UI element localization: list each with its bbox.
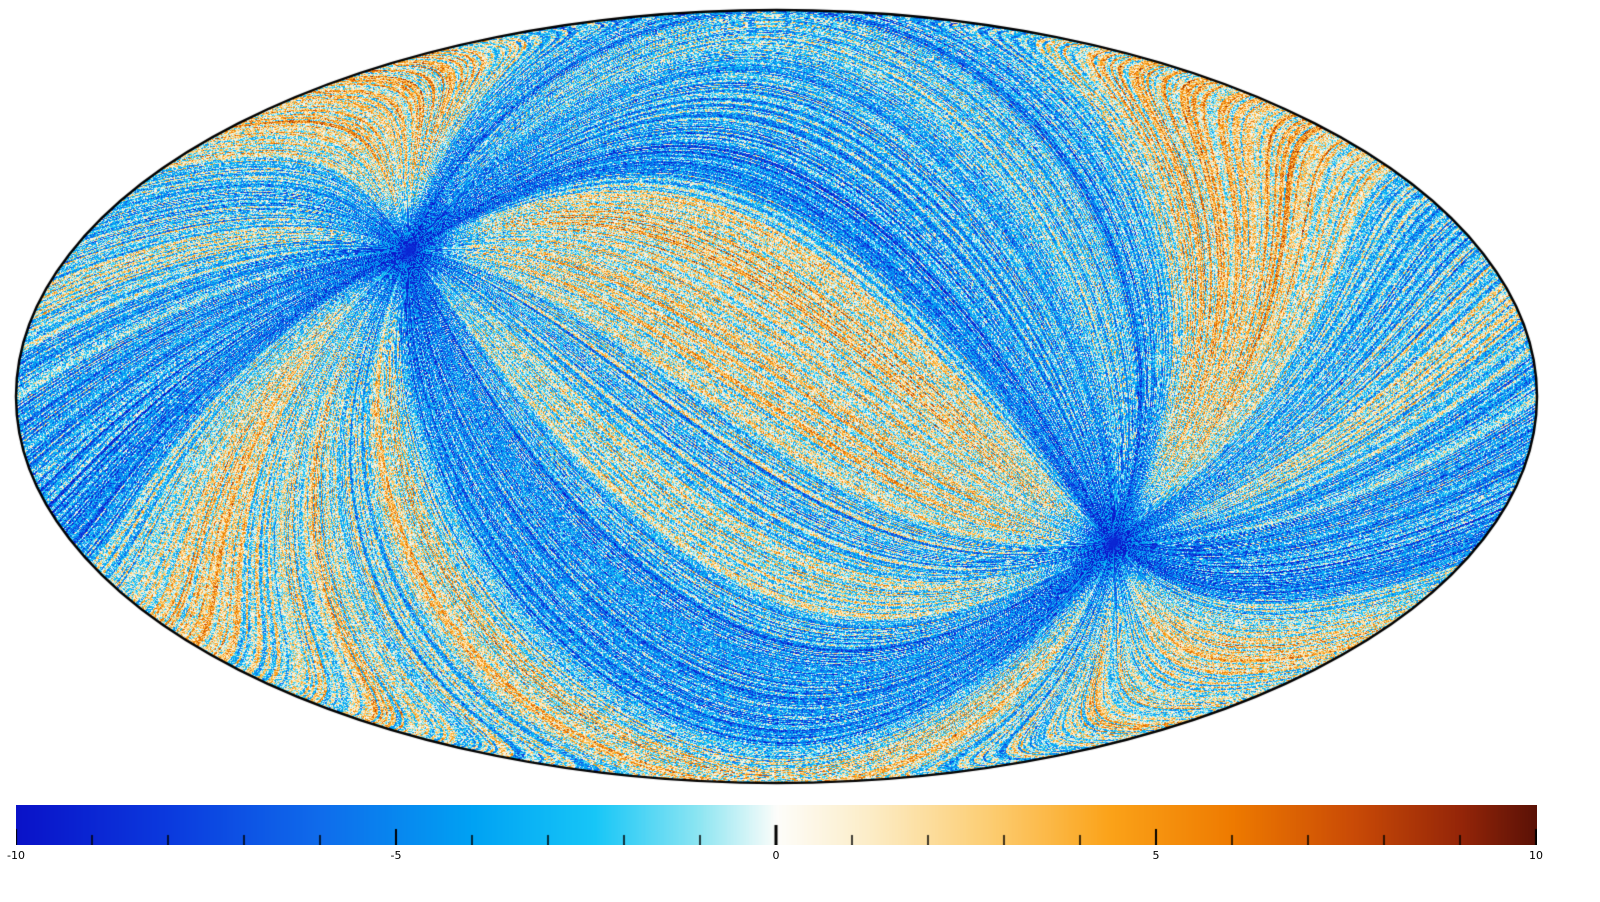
colorbar-gradient bbox=[16, 805, 1537, 845]
colorbar-tick-label: -10 bbox=[7, 849, 25, 862]
colorbar-tick-label: 5 bbox=[1153, 849, 1160, 862]
colorbar-tick-label: 10 bbox=[1529, 849, 1543, 862]
colorbar-tick-label: -5 bbox=[391, 849, 402, 862]
allsky-map-figure: -10 -5 0 5 10 bbox=[0, 0, 1600, 902]
colorbar-tick-label: 0 bbox=[773, 849, 780, 862]
mollweide-sky-map bbox=[0, 0, 1600, 790]
colorbar-tick-labels: -10 -5 0 5 10 bbox=[16, 849, 1537, 869]
